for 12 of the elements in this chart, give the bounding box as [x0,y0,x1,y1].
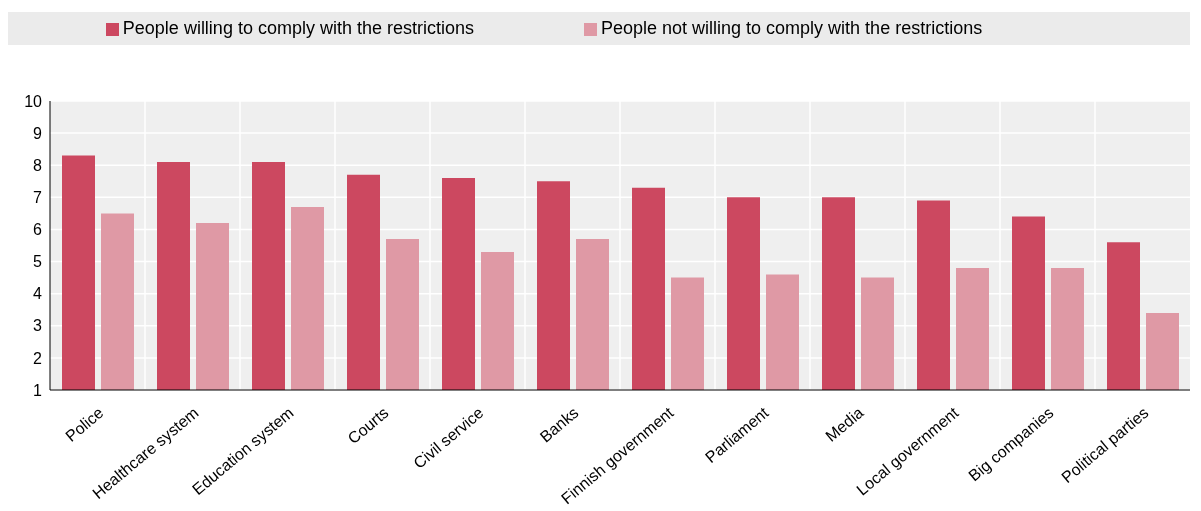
y-tick-label: 6 [33,221,43,239]
y-tick-label: 1 [33,381,43,399]
y-tick-label: 5 [33,253,43,271]
y-tick-label: 7 [33,189,43,207]
y-tick-label: 2 [33,349,43,367]
y-tick-label: 10 [24,92,43,110]
y-tick-label: 3 [33,317,43,335]
y-tick-label: 8 [33,156,43,174]
y-tick-label: 9 [33,124,43,142]
y-tick-label: 4 [33,285,43,303]
legend-label: People willing to comply with the restrictions [122,18,474,38]
legend-label: People not willing to comply with the restrictions [600,18,983,38]
